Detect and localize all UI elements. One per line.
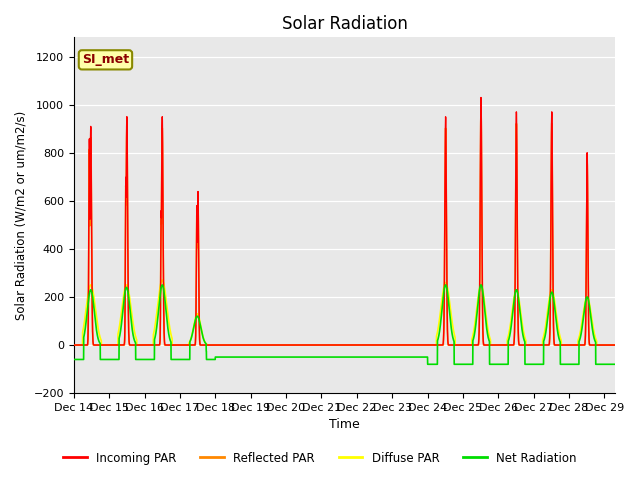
Y-axis label: Solar Radiation (W/m2 or um/m2/s): Solar Radiation (W/m2 or um/m2/s) [15,110,28,320]
Text: SI_met: SI_met [82,53,129,66]
X-axis label: Time: Time [329,419,360,432]
Legend: Incoming PAR, Reflected PAR, Diffuse PAR, Net Radiation: Incoming PAR, Reflected PAR, Diffuse PAR… [59,447,581,469]
Title: Solar Radiation: Solar Radiation [282,15,408,33]
